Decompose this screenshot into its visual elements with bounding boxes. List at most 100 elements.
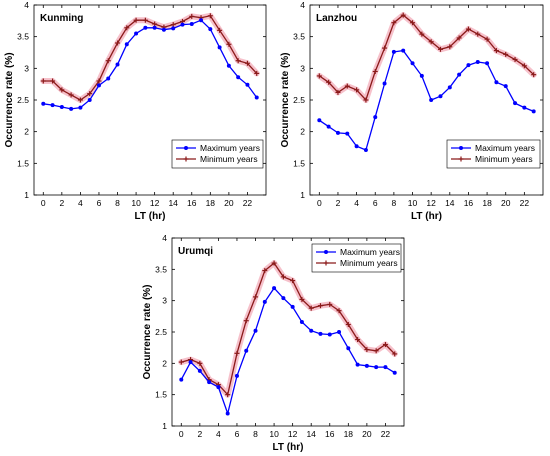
data-point-maximum-years	[272, 286, 277, 291]
data-point-minimum-years	[503, 51, 509, 57]
x-tick-label: 22	[520, 198, 530, 208]
data-point-maximum-years	[199, 18, 204, 23]
x-tick-label: 12	[426, 198, 436, 208]
data-point-maximum-years	[346, 346, 351, 351]
data-point-minimum-years	[391, 20, 397, 26]
data-point-minimum-years	[59, 87, 65, 93]
x-tick-label: 0	[41, 198, 46, 208]
data-point-maximum-years	[318, 331, 323, 336]
y-tick-label: 2	[24, 127, 29, 137]
y-tick-label: 3	[162, 296, 167, 306]
y-tick-label: 2.5	[155, 327, 167, 337]
x-tick-label: 10	[131, 198, 141, 208]
data-point-minimum-years	[512, 56, 518, 62]
data-point-maximum-years	[475, 60, 480, 64]
y-tick-label: 2.5	[17, 95, 29, 105]
x-tick-label: 2	[336, 198, 341, 208]
data-point-minimum-years	[364, 347, 370, 353]
data-point-minimum-years	[124, 25, 130, 31]
data-point-maximum-years	[485, 61, 490, 66]
data-point-minimum-years	[475, 31, 481, 37]
data-point-minimum-years	[373, 348, 379, 354]
y-tick-label: 1	[300, 190, 305, 200]
y-tick-label: 3	[300, 63, 305, 73]
data-point-minimum-years	[244, 60, 250, 66]
data-point-minimum-years	[336, 308, 342, 314]
data-point-minimum-years	[299, 296, 305, 302]
data-point-minimum-years	[355, 337, 361, 343]
data-point-maximum-years	[457, 72, 462, 77]
x-axis-label: LT (hr)	[411, 211, 442, 222]
data-point-maximum-years	[355, 362, 360, 367]
x-axis-label: LT (hr)	[135, 211, 166, 222]
x-tick-label: 18	[482, 198, 492, 208]
legend-label: Maximum years	[340, 247, 400, 257]
data-point-minimum-years	[262, 268, 268, 274]
y-axis-label: Occurrence rate (%)	[280, 52, 291, 147]
panel-kunming: 1 1.5 2 2.5 3 3.5 4 0 2 4 6 8 10 12 14 16 18 20 22 LT (hr) O…	[4, 0, 267, 222]
data-point-minimum-years	[327, 301, 333, 307]
data-point-maximum-years	[531, 109, 536, 114]
x-tick-label: 16	[325, 429, 335, 439]
data-point-maximum-years	[327, 332, 332, 337]
data-point-maximum-years	[143, 25, 148, 30]
data-point-minimum-years	[484, 36, 490, 42]
data-point-minimum-years	[217, 27, 223, 33]
data-point-minimum-years	[207, 13, 213, 19]
data-point-maximum-years	[208, 27, 213, 32]
data-point-minimum-years	[197, 360, 203, 366]
data-point-maximum-years	[124, 42, 129, 47]
data-point-maximum-years	[188, 360, 193, 365]
data-point-maximum-years	[373, 115, 378, 120]
data-point-maximum-years	[363, 148, 368, 153]
panel-title: Kunming	[40, 13, 83, 24]
data-point-maximum-years	[364, 363, 369, 368]
data-point-minimum-years	[465, 26, 471, 32]
data-point-maximum-years	[59, 104, 64, 109]
x-tick-label: 20	[501, 198, 511, 208]
panel-title: Lanzhou	[316, 13, 357, 24]
x-tick-label: 4	[216, 429, 221, 439]
x-tick-label: 6	[373, 198, 378, 208]
data-point-maximum-years	[96, 83, 101, 88]
data-point-minimum-years	[271, 260, 277, 266]
data-point-minimum-years	[521, 63, 527, 69]
data-point-minimum-years	[235, 58, 241, 64]
x-tick-label: 0	[317, 198, 322, 208]
data-point-minimum-years	[316, 73, 322, 79]
data-point-maximum-years	[494, 80, 499, 85]
data-point-minimum-years	[317, 303, 323, 309]
series-band-minimum-years	[178, 260, 398, 398]
legend-entry-maximum-years: Maximum years	[176, 143, 260, 153]
data-point-minimum-years	[372, 69, 378, 74]
x-tick-label: 14	[306, 429, 316, 439]
x-tick-label: 14	[168, 198, 178, 208]
data-point-maximum-years	[78, 105, 83, 110]
data-point-minimum-years	[493, 48, 499, 54]
data-point-maximum-years	[326, 124, 331, 129]
data-point-maximum-years	[254, 95, 259, 100]
data-point-maximum-years	[383, 365, 388, 370]
data-point-maximum-years	[207, 380, 212, 385]
data-point-minimum-years	[253, 294, 259, 300]
legend-label: Maximum years	[475, 143, 535, 153]
data-point-minimum-years	[531, 72, 537, 78]
data-point-maximum-years	[503, 84, 508, 89]
data-point-minimum-years	[50, 78, 56, 84]
data-point-minimum-years	[410, 20, 416, 26]
data-point-maximum-years	[152, 25, 157, 30]
x-tick-label: 2	[197, 429, 202, 439]
data-point-minimum-years	[437, 46, 443, 52]
x-tick-label: 0	[179, 429, 184, 439]
data-point-maximum-years	[216, 385, 221, 390]
y-tick-label: 3.5	[293, 32, 305, 42]
data-point-maximum-years	[179, 377, 184, 382]
y-tick-label: 2	[300, 127, 305, 137]
data-point-minimum-years	[96, 78, 102, 84]
y-axis-label: Occurrence rate (%)	[4, 52, 15, 147]
data-point-minimum-years	[428, 39, 434, 45]
y-tick-label: 4	[24, 0, 29, 10]
data-point-maximum-years	[419, 73, 424, 78]
data-point-maximum-years	[134, 31, 139, 36]
